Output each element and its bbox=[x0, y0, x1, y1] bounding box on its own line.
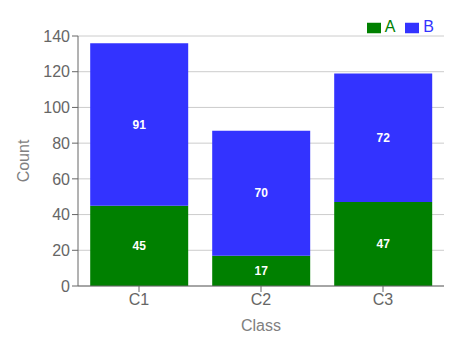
svg-text:0: 0 bbox=[61, 278, 70, 295]
svg-text:100: 100 bbox=[43, 99, 70, 116]
svg-text:47: 47 bbox=[377, 237, 391, 251]
svg-text:91: 91 bbox=[133, 118, 147, 132]
svg-text:140: 140 bbox=[43, 28, 70, 45]
svg-text:80: 80 bbox=[52, 135, 70, 152]
html-text:B: B bbox=[423, 18, 434, 35]
svg-text:70: 70 bbox=[255, 186, 269, 200]
svg-text:Class: Class bbox=[241, 317, 281, 334]
svg-text:45: 45 bbox=[133, 239, 147, 253]
svg-text:72: 72 bbox=[377, 131, 391, 145]
svg-text:20: 20 bbox=[52, 242, 70, 259]
svg-text:40: 40 bbox=[52, 206, 70, 223]
svg-text:C3: C3 bbox=[373, 291, 394, 308]
svg-text:C2: C2 bbox=[251, 291, 272, 308]
svg-text:17: 17 bbox=[255, 264, 269, 278]
svg-text:C1: C1 bbox=[129, 291, 150, 308]
svg-text:60: 60 bbox=[52, 171, 70, 188]
svg-text:Count: Count bbox=[15, 139, 32, 182]
svg-text:120: 120 bbox=[43, 63, 70, 80]
html-text:A: A bbox=[384, 18, 396, 35]
